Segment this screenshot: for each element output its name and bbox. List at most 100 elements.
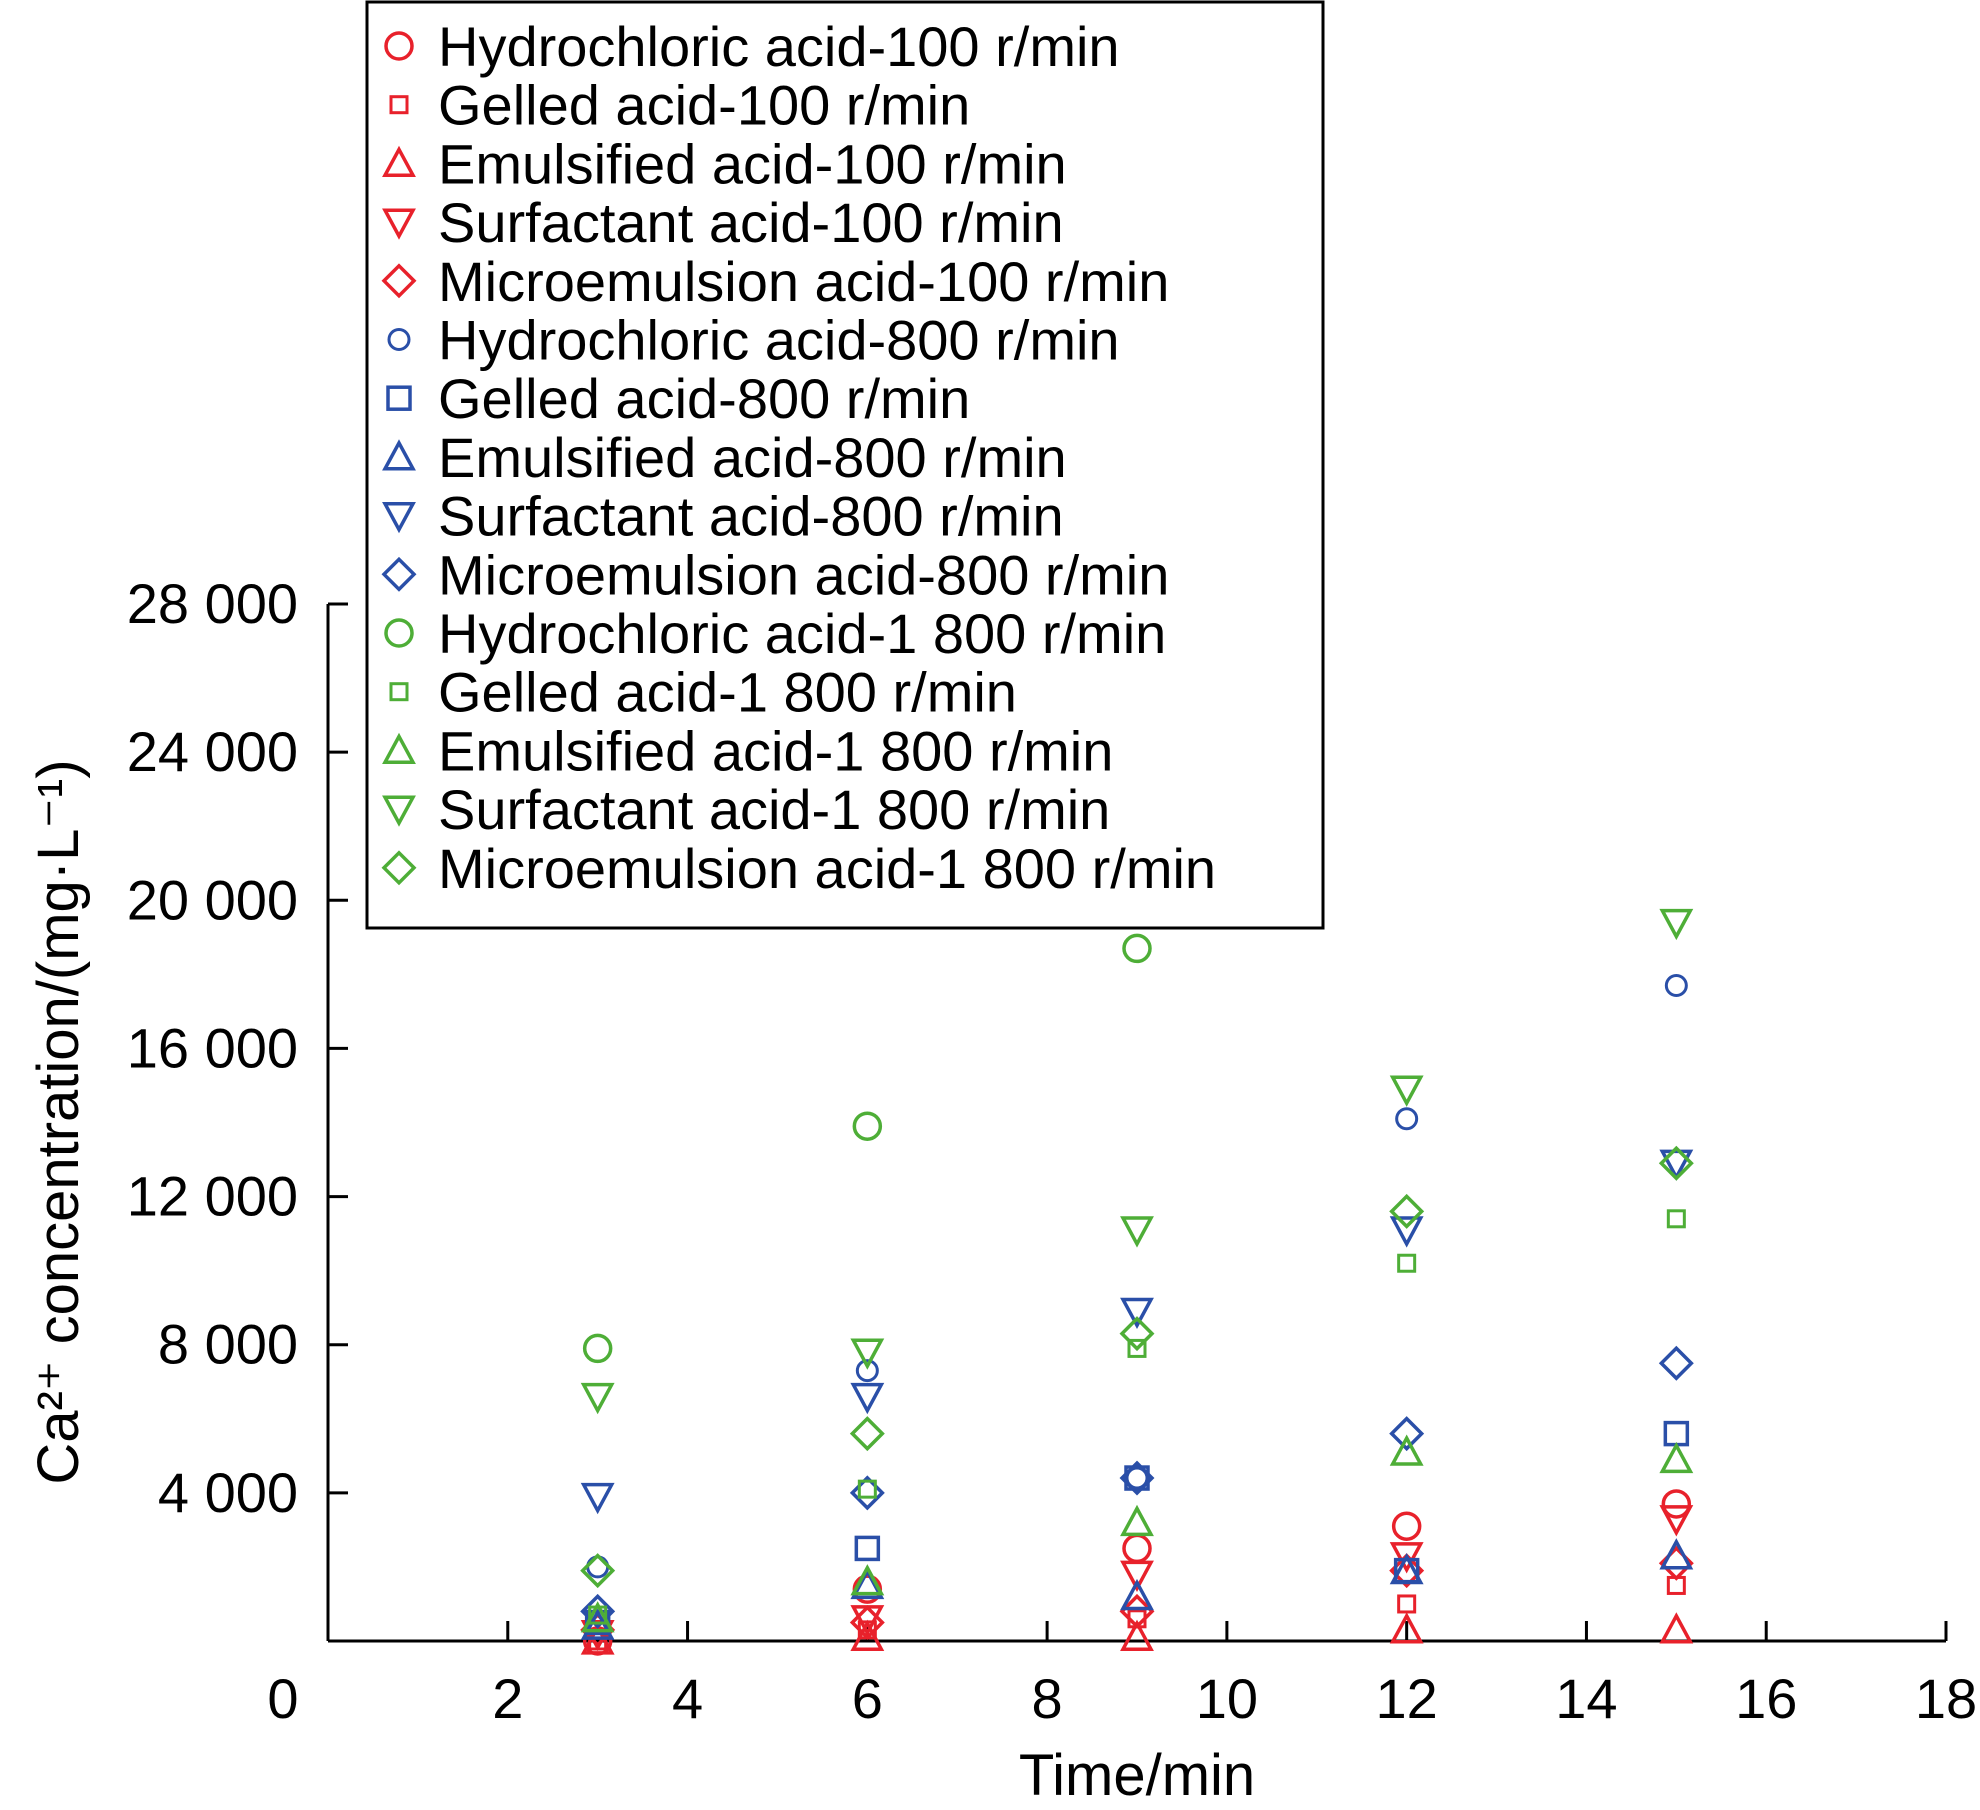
legend-marker <box>381 263 417 299</box>
data-points <box>580 908 1694 1656</box>
data-point <box>1127 1338 1147 1358</box>
legend-marker <box>386 385 412 411</box>
data-point <box>1659 1612 1694 1644</box>
data-point <box>850 1338 885 1370</box>
data-point <box>1397 1594 1417 1614</box>
legend-item: Microemulsion acid-800 r/min <box>381 543 1169 606</box>
data-point <box>1120 1560 1154 1593</box>
legend-label: Gelled acid-100 r/min <box>438 74 970 137</box>
y-tick-label: 28 000 <box>127 572 298 635</box>
y-tick-label: 8 000 <box>158 1313 298 1376</box>
data-point <box>1663 1420 1690 1447</box>
data-point <box>855 1359 879 1383</box>
legend-item: Microemulsion acid-100 r/min <box>381 250 1169 313</box>
data-point <box>582 1333 613 1364</box>
legend-item: Emulsified acid-800 r/min <box>382 426 1067 489</box>
origin-tick-label: 0 <box>267 1667 298 1730</box>
series-14 <box>580 1145 1694 1589</box>
data-point <box>1389 1193 1425 1229</box>
legend-item: Emulsified acid-100 r/min <box>382 132 1067 195</box>
data-point <box>1119 1460 1155 1496</box>
series-6 <box>584 1420 1690 1636</box>
y-tick-label: 20 000 <box>127 868 298 931</box>
legend-item: Gelled acid-100 r/min <box>389 74 970 137</box>
data-point <box>850 1567 885 1600</box>
data-point <box>1661 1489 1692 1519</box>
y-tick-label: 4 000 <box>158 1461 298 1524</box>
data-point <box>849 1605 885 1640</box>
data-point <box>850 1382 885 1415</box>
legend-label: Hydrochloric acid-800 r/min <box>438 309 1120 372</box>
data-point <box>580 1553 616 1589</box>
series-2 <box>580 1612 1694 1655</box>
data-point <box>1120 1216 1154 1248</box>
legend-marker <box>381 850 417 886</box>
data-point <box>1119 1316 1155 1352</box>
x-tick-label: 4 <box>672 1667 703 1730</box>
data-point <box>580 1482 615 1515</box>
y-tick-label: 16 000 <box>127 1016 298 1079</box>
data-point <box>1122 1533 1152 1564</box>
data-point <box>849 1416 885 1452</box>
legend-label: Emulsified acid-100 r/min <box>438 132 1067 195</box>
series-7 <box>580 1538 1694 1640</box>
data-point <box>1120 1578 1154 1611</box>
y-axis-title: Ca²⁺ concentration/(mg·L⁻¹) <box>26 759 91 1484</box>
data-point <box>1658 1345 1694 1381</box>
legend-marker <box>389 682 409 702</box>
data-point <box>1389 1552 1424 1585</box>
data-point <box>580 1382 615 1415</box>
legend-marker <box>382 208 416 240</box>
data-point <box>1659 1441 1694 1474</box>
data-point <box>1122 933 1152 964</box>
legend-label: Microemulsion acid-800 r/min <box>438 543 1169 606</box>
legend-label: Surfactant acid-1 800 r/min <box>438 778 1110 841</box>
ticks <box>328 602 1948 1641</box>
x-tick-labels: 2 4 6 8 10 12 14 16 18 <box>492 1667 1977 1730</box>
data-point <box>1389 1216 1424 1248</box>
x-axis-title: Time/min <box>1019 1743 1255 1808</box>
x-tick-label: 16 <box>1735 1667 1797 1730</box>
data-point <box>580 1593 616 1629</box>
y-tick-labels: 4 000 8 000 12 000 16 000 20 000 24 000 28 000 <box>127 572 298 1524</box>
series-12 <box>580 1434 1694 1633</box>
legend-label: Hydrochloric acid-1 800 r/min <box>438 602 1166 665</box>
legend-item: Gelled acid-1 800 r/min <box>389 661 1017 724</box>
data-point <box>1389 1542 1424 1574</box>
y-tick-label: 24 000 <box>127 720 298 783</box>
x-tick-label: 18 <box>1915 1667 1977 1730</box>
legend-item: Hydrochloric acid-100 r/min <box>384 15 1120 78</box>
data-point <box>1659 1149 1694 1181</box>
data-point <box>850 1619 885 1651</box>
legend-marker <box>382 795 416 827</box>
data-point <box>1120 1619 1154 1651</box>
x-tick-label: 6 <box>852 1667 883 1730</box>
data-point <box>1119 1593 1155 1629</box>
series-8 <box>580 1149 1694 1515</box>
legend-marker <box>384 618 414 648</box>
data-point <box>857 1479 877 1499</box>
legend-label: Emulsified acid-1 800 r/min <box>438 719 1113 782</box>
data-point <box>1120 1504 1154 1537</box>
series-0 <box>582 1489 1692 1656</box>
data-point <box>580 1608 615 1640</box>
legend-marker <box>384 31 414 61</box>
legend-label: Hydrochloric acid-100 r/min <box>438 15 1120 78</box>
legend-item: Surfactant acid-800 r/min <box>382 485 1064 548</box>
legend-item: Emulsified acid-1 800 r/min <box>382 719 1113 782</box>
legend-marker <box>382 501 416 534</box>
data-point <box>1124 1465 1150 1491</box>
legend-label: Emulsified acid-800 r/min <box>438 426 1067 489</box>
legend-marker <box>389 95 409 115</box>
legend-marker <box>381 556 417 592</box>
data-point <box>1120 1297 1154 1330</box>
data-point <box>1664 973 1688 997</box>
data-point <box>854 1535 881 1562</box>
series-5 <box>586 973 1688 1579</box>
data-point <box>1659 1538 1694 1570</box>
x-tick-label: 12 <box>1376 1667 1438 1730</box>
data-point <box>1389 1416 1425 1452</box>
